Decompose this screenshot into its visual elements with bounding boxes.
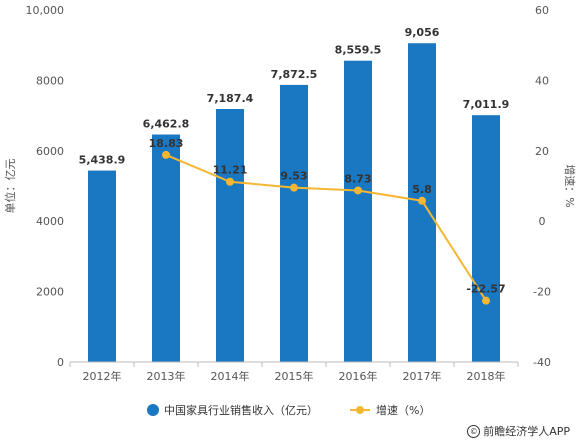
bar-value-label: 9,056 [405, 26, 440, 39]
growth-value-label: -22.57 [466, 283, 505, 296]
bar-value-label: 7,011.9 [463, 98, 510, 111]
copyright-icon: © [467, 424, 481, 438]
x-tick-label: 2017年 [403, 369, 442, 383]
growth-value-label: 9.53 [280, 170, 307, 183]
credit-text: 前瞻经济学人APP [483, 425, 570, 438]
bar [472, 115, 500, 362]
credit: © 前瞻经济学人APP [467, 423, 570, 439]
growth-value-label: 5.8 [412, 183, 432, 196]
legend-line-marker [356, 406, 364, 414]
x-tick-label: 2014年 [211, 369, 250, 383]
bar [344, 60, 372, 363]
growth-point [482, 296, 490, 305]
x-tick-label: 2012年 [83, 369, 122, 383]
x-tick-label: 2013年 [147, 369, 186, 383]
x-tick-label: 2016年 [339, 369, 378, 383]
y2-tick-label: 60 [535, 4, 549, 17]
growth-point [418, 196, 426, 205]
growth-point [354, 186, 362, 195]
growth-line [165, 153, 487, 302]
y-tick-label: 2000 [36, 286, 64, 299]
growth-value-label: 18.83 [149, 137, 184, 150]
y-tick-label: 10,000 [26, 4, 65, 17]
growth-point [162, 150, 170, 159]
bar-value-label: 7,872.5 [271, 68, 318, 81]
growth-point [290, 183, 298, 192]
bar [152, 134, 180, 362]
bar [216, 109, 244, 363]
x-tick-label: 2018年 [467, 369, 506, 383]
bar-value-label: 8,559.5 [335, 44, 382, 57]
legend-bar-swatch [147, 404, 159, 416]
growth-point [226, 177, 234, 186]
y2-tick-label: 20 [535, 145, 549, 158]
legend-line-label: 增速（%） [376, 403, 430, 417]
y2-tick-label: 0 [539, 215, 546, 228]
y-tick-label: 6000 [36, 145, 64, 158]
bar [280, 84, 308, 362]
bar [88, 170, 116, 362]
y2-tick-label: 40 [535, 74, 549, 87]
growth-value-label: 8.73 [344, 172, 371, 185]
y-tick-label: 8000 [36, 74, 64, 87]
y-axis-title: 单位：亿元 [3, 159, 17, 214]
growth-value-label: 11.21 [213, 164, 248, 177]
bar-value-label: 7,187.4 [207, 92, 254, 105]
x-tick-label: 2015年 [275, 369, 314, 383]
y-tick-label: 0 [57, 356, 64, 369]
bar-value-label: 6,462.8 [143, 118, 190, 131]
legend-bar-label: 中国家具行业销售收入（亿元） [164, 403, 318, 417]
y2-tick-label: -40 [533, 356, 551, 369]
y2-tick-label: -20 [533, 286, 551, 299]
y-tick-label: 4000 [36, 215, 64, 228]
y2-axis-title: 增速：% [563, 164, 577, 207]
bar-value-label: 5,438.9 [79, 154, 126, 167]
